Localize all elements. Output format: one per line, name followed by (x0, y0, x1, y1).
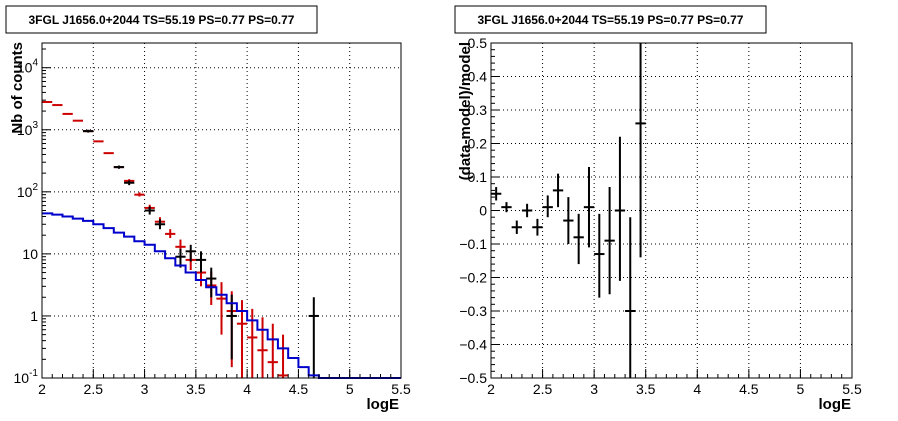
residuals-x-tick-label: 4 (693, 381, 701, 397)
residuals-title-box: 3FGL J1656.0+2044 TS=55.19 PS=0.77 PS=0.… (454, 5, 767, 34)
residuals-axes: 2 2.5 3 3.5 4 4.5 5 5.5 −0.5 −0.4 −0.3 −0.2 −0.1 0 0.1… (459, 35, 862, 397)
counts-y-tick-exponent: 4 (32, 58, 38, 69)
residuals-title-frame (454, 5, 767, 34)
counts-data-point (216, 282, 227, 335)
counts-x-tick-label: 5.5 (391, 381, 411, 397)
residuals-grid (491, 43, 852, 378)
residuals-data-point (542, 195, 553, 218)
residuals-data-point (521, 203, 533, 218)
residuals-y-tick-label: 0 (479, 203, 487, 219)
residuals-data-point (511, 220, 522, 234)
counts-x-tick-label: 2.5 (84, 381, 104, 397)
counts-y-tick-exponent: 3 (32, 120, 38, 131)
counts-data-point (195, 251, 207, 273)
residuals-x-tick-label: 3.5 (636, 381, 656, 397)
residuals-data-point (563, 197, 574, 244)
counts-data-point (113, 165, 125, 169)
counts-title-frame (5, 5, 318, 34)
counts-title-box: 3FGL J1656.0+2044 TS=55.19 PS=0.77 PS=0.… (5, 5, 318, 34)
residuals-x-tick-label: 5 (797, 381, 805, 397)
residuals-x-tick-label: 5.5 (842, 381, 862, 397)
residuals-x-tick-label: 4.5 (739, 381, 759, 397)
residuals-data-point (573, 213, 584, 265)
residuals-y-tick-label: −0.4 (459, 337, 487, 353)
counts-x-tick-label: 3 (141, 381, 149, 397)
residuals-y-tick-label: −0.3 (459, 303, 487, 319)
counts-data (42, 101, 401, 379)
counts-y-tick-label: 10-1 (14, 368, 39, 386)
counts-title: 3FGL J1656.0+2044 TS=55.19 PS=0.77 PS=0.… (29, 13, 295, 27)
residuals-data-point (604, 187, 615, 295)
residuals-data-point (614, 136, 626, 281)
counts-x-tick-label: 3.5 (186, 381, 206, 397)
residuals-data-point (583, 166, 595, 248)
residuals-y-tick-label: 0.2 (468, 136, 488, 152)
residuals-y-axis-label: (data-model)/model (457, 42, 474, 180)
counts-data-point (277, 334, 289, 378)
counts-x-tick-label: 2 (38, 381, 46, 397)
residuals-x-tick-label: 2 (487, 381, 495, 397)
counts-data-point (165, 229, 176, 239)
residuals-y-tick-label: −0.1 (459, 236, 487, 252)
counts-data-point (154, 219, 166, 230)
residuals-data-point (501, 202, 512, 213)
residuals-y-tick-label: 0.1 (468, 169, 488, 185)
residuals-x-axis-label: logE (819, 396, 852, 413)
counts-x-axis-label: logE (367, 396, 400, 413)
counts-y-tick-label: 102 (17, 182, 39, 200)
residuals-data-point (625, 217, 636, 378)
counts-data-point (247, 308, 258, 378)
counts-data-point (134, 192, 145, 197)
counts-x-tick-label: 4.5 (289, 381, 309, 397)
residuals-data-point (635, 43, 646, 258)
counts-data-point (144, 206, 155, 215)
residuals-data-point (491, 187, 502, 201)
residuals-x-tick-label: 2.5 (533, 381, 553, 397)
counts-data-point (308, 297, 319, 378)
counts-data-point (257, 317, 268, 378)
counts-data-point (124, 180, 135, 186)
counts-x-tick-label: 5 (346, 381, 354, 397)
residuals-y-tick-label: 0.3 (468, 102, 488, 118)
residuals-panel: 2 2.5 3 3.5 4 4.5 5 5.5 −0.5 −0.4 −0.3 −0.2 −0.1 0 0.1… (454, 5, 862, 413)
counts-y-axis-label: Nb of counts (9, 42, 26, 134)
counts-y-tick-label: 10 (22, 246, 38, 262)
counts-model-step-line (42, 212, 401, 379)
counts-x-tick-label: 4 (243, 381, 251, 397)
counts-y-tick-label: 1 (30, 308, 38, 324)
counts-data-point (267, 323, 278, 378)
counts-data-point (185, 244, 196, 262)
counts-data-point (226, 294, 237, 360)
residuals-title: 3FGL J1656.0+2044 TS=55.19 PS=0.77 PS=0.… (478, 13, 744, 27)
residuals-data-point (594, 213, 605, 298)
counts-data-point (236, 300, 248, 378)
residuals-y-tick-label: −0.2 (459, 270, 487, 286)
residuals-y-tick-label: −0.5 (459, 370, 487, 386)
residuals-y-tick-label: 0.5 (468, 35, 488, 51)
counts-y-tick-exponent: -1 (29, 368, 38, 379)
residuals-data (491, 43, 646, 378)
residuals-data-point (552, 173, 564, 208)
residuals-y-tick-label: 0.4 (468, 69, 488, 85)
counts-y-tick-exponent: 2 (32, 182, 38, 193)
residuals-data-point (532, 218, 543, 236)
counts-data-point (83, 129, 94, 133)
residuals-x-tick-label: 3 (590, 381, 598, 397)
counts-data-point (206, 267, 217, 298)
